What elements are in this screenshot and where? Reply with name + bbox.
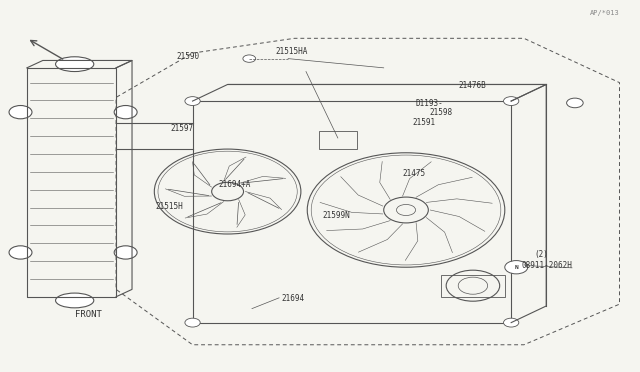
Text: FRONT: FRONT [75, 310, 102, 319]
Circle shape [566, 98, 583, 108]
Text: 21515HA: 21515HA [275, 47, 308, 56]
Circle shape [114, 106, 137, 119]
Circle shape [185, 97, 200, 106]
Text: 21694: 21694 [282, 294, 305, 303]
Text: 21515H: 21515H [156, 202, 183, 211]
Text: 21590: 21590 [177, 52, 200, 61]
Text: 21476B: 21476B [459, 81, 486, 90]
Circle shape [505, 260, 528, 274]
Text: 21694+A: 21694+A [218, 180, 250, 189]
Circle shape [114, 246, 137, 259]
Text: D1193-: D1193- [415, 99, 444, 108]
Text: N: N [515, 265, 518, 270]
Ellipse shape [56, 293, 94, 308]
Circle shape [185, 318, 200, 327]
Text: 21598: 21598 [429, 108, 452, 118]
Text: 08911-2062H: 08911-2062H [522, 261, 573, 270]
Text: 21599N: 21599N [323, 211, 350, 220]
Text: 21597: 21597 [170, 124, 193, 133]
Text: 21591: 21591 [412, 118, 436, 127]
Text: 21475: 21475 [403, 169, 426, 177]
Circle shape [504, 97, 519, 106]
Circle shape [243, 55, 255, 62]
Text: AP/*013: AP/*013 [589, 10, 620, 16]
Circle shape [9, 246, 32, 259]
Ellipse shape [56, 57, 94, 71]
Circle shape [9, 106, 32, 119]
Text: (2): (2) [534, 250, 548, 259]
Circle shape [504, 318, 519, 327]
